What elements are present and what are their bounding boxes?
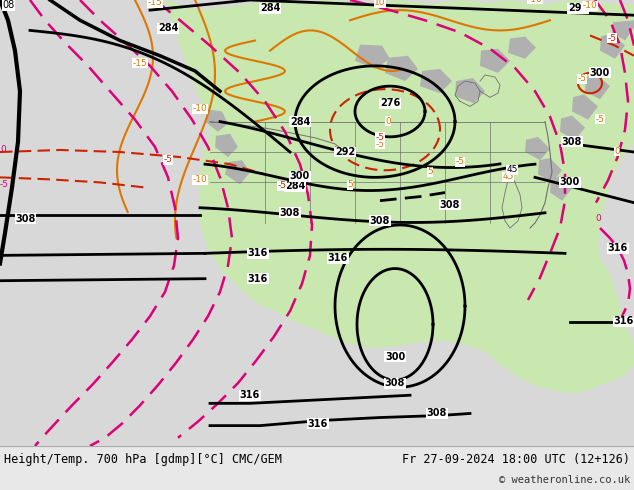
Text: 0: 0	[614, 147, 620, 156]
Text: 08: 08	[2, 0, 14, 10]
Text: 316: 316	[608, 244, 628, 253]
Polygon shape	[385, 56, 418, 81]
Text: Fr 27-09-2024 18:00 UTC (12+126): Fr 27-09-2024 18:00 UTC (12+126)	[402, 453, 630, 466]
Polygon shape	[225, 160, 250, 184]
Text: © weatheronline.co.uk: © weatheronline.co.uk	[499, 475, 630, 485]
Text: 300: 300	[590, 68, 610, 78]
Text: 308: 308	[385, 378, 405, 388]
Text: -5: -5	[278, 181, 287, 191]
Text: 45: 45	[507, 165, 518, 174]
Text: -10: -10	[527, 0, 542, 4]
Text: -5: -5	[0, 180, 9, 190]
Text: -5: -5	[375, 133, 384, 142]
Polygon shape	[508, 36, 536, 59]
Text: 0: 0	[385, 117, 391, 125]
Text: 316: 316	[248, 248, 268, 258]
Polygon shape	[205, 109, 228, 132]
Polygon shape	[355, 45, 390, 69]
Polygon shape	[560, 116, 585, 140]
Text: -5: -5	[164, 155, 172, 164]
Text: 5: 5	[347, 180, 353, 190]
Text: 308: 308	[280, 208, 300, 218]
Polygon shape	[480, 49, 510, 73]
Text: 300: 300	[560, 177, 580, 187]
Polygon shape	[600, 33, 625, 59]
Text: 308: 308	[370, 216, 390, 226]
Text: -10: -10	[583, 1, 597, 10]
Text: 300: 300	[385, 352, 405, 362]
Polygon shape	[585, 74, 610, 99]
Text: 316: 316	[248, 274, 268, 284]
Text: 45: 45	[502, 172, 514, 181]
Polygon shape	[572, 94, 598, 120]
Text: -5: -5	[455, 157, 465, 166]
Polygon shape	[550, 176, 572, 201]
Text: 308: 308	[440, 200, 460, 210]
Polygon shape	[538, 158, 562, 182]
Polygon shape	[455, 78, 485, 103]
Polygon shape	[525, 137, 550, 160]
Text: 292: 292	[335, 147, 355, 157]
Text: 284: 284	[260, 3, 280, 13]
Text: 284: 284	[285, 181, 305, 192]
Text: -10: -10	[193, 175, 207, 184]
Text: 308: 308	[15, 214, 36, 224]
Text: 276: 276	[380, 98, 400, 108]
Text: 0: 0	[0, 145, 6, 154]
Text: 308: 308	[562, 137, 582, 147]
Text: 0: 0	[595, 214, 601, 223]
Text: 300: 300	[290, 172, 310, 181]
Polygon shape	[199, 107, 342, 219]
Polygon shape	[215, 134, 238, 157]
Text: 284: 284	[290, 117, 310, 126]
Text: 5: 5	[427, 167, 433, 176]
Text: 292: 292	[568, 3, 588, 13]
Text: Height/Temp. 700 hPa [gdmp][°C] CMC/GEM: Height/Temp. 700 hPa [gdmp][°C] CMC/GEM	[4, 453, 282, 466]
Text: -5: -5	[595, 115, 604, 123]
Polygon shape	[612, 20, 634, 41]
Text: -5: -5	[578, 74, 586, 83]
Text: 316: 316	[328, 253, 348, 264]
Text: 10: 10	[374, 0, 385, 7]
Text: 308: 308	[427, 409, 447, 418]
Text: -10: -10	[193, 104, 207, 114]
Text: 316: 316	[240, 390, 260, 400]
Text: 284: 284	[158, 24, 178, 33]
Text: -15: -15	[148, 0, 162, 7]
Text: -5: -5	[607, 33, 616, 43]
Text: -5: -5	[375, 140, 384, 149]
Text: 316: 316	[308, 418, 328, 429]
Text: 316: 316	[614, 316, 634, 326]
Polygon shape	[420, 69, 452, 93]
Polygon shape	[165, 0, 634, 393]
Text: -15: -15	[133, 59, 147, 68]
